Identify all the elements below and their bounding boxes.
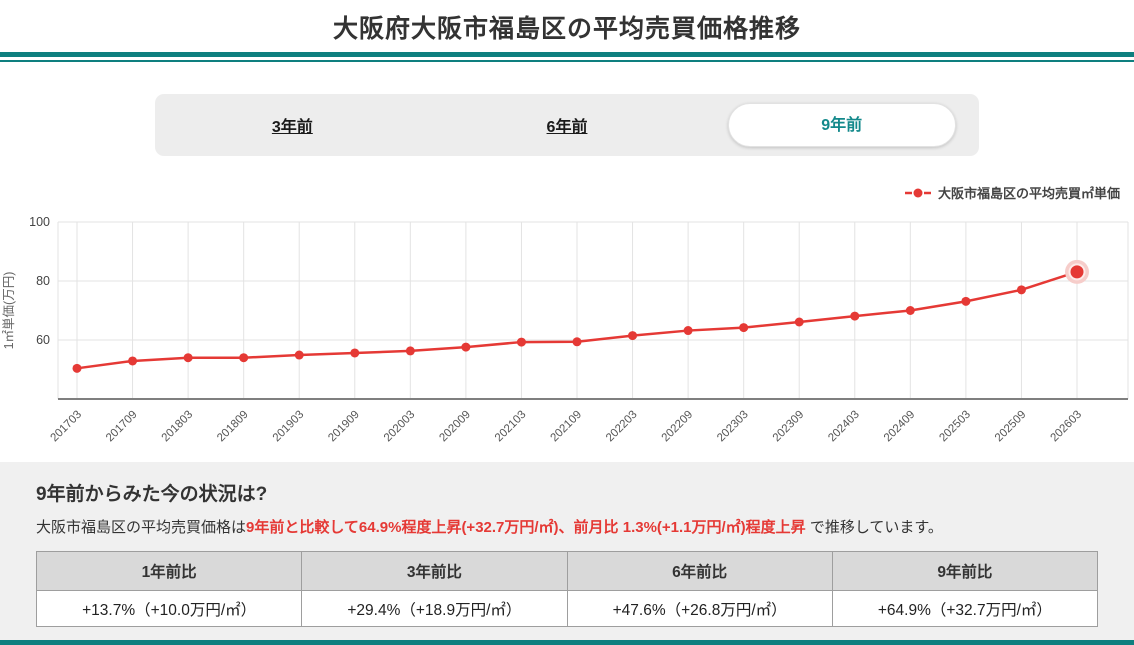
x-axis-tick-label: 202503 (937, 409, 973, 445)
x-axis-tick-label: 202203 (604, 409, 640, 445)
data-point[interactable] (628, 331, 638, 341)
data-point[interactable] (794, 317, 804, 327)
price-line-chart: 60 80 100 1㎡単価(万円) 201703 201709 201803 201809 2… (2, 215, 1129, 445)
data-point[interactable] (239, 353, 249, 363)
y-axis-tick-label: 60 (36, 333, 50, 347)
header-1-year: 1年前比 (35, 551, 303, 591)
chart-legend[interactable]: 大阪市福島区の平均売買㎡単価 (0, 183, 1134, 202)
data-point[interactable] (850, 311, 860, 321)
value-3-year: +29.4%（+18.9万円/㎡） (301, 590, 568, 627)
y-axis-tick-label: 100 (29, 215, 50, 229)
data-point[interactable] (516, 337, 526, 347)
tab-9-years-ago[interactable]: 9年前 (704, 103, 979, 147)
data-point[interactable] (128, 356, 138, 366)
data-point[interactable] (183, 353, 193, 363)
x-axis-tick-label: 202303 (715, 409, 751, 445)
summary-heading: 9年前からみた今の状況は? (36, 484, 268, 505)
data-point[interactable] (961, 296, 971, 306)
legend-marker-icon (904, 188, 931, 197)
tab-3-years-ago[interactable]: 3年前 (155, 113, 430, 137)
data-point[interactable] (905, 306, 915, 315)
x-axis-tick-label: 202309 (771, 409, 807, 445)
period-tabbar: 3年前 6年前 9年前 (155, 94, 979, 156)
summary-text-highlight: 9年前と比較して64.9%程度上昇(+32.7万円/㎡)、前月比 1.3%(+1… (246, 519, 806, 536)
x-axis-tick-label: 202103 (493, 409, 529, 445)
value-1-year: +13.7%（+10.0万円/㎡） (35, 590, 303, 627)
header-divider-thin (0, 60, 1134, 62)
x-axis-tick-label: 202003 (382, 409, 418, 445)
x-axis-tick-label: 202603 (1049, 409, 1085, 445)
header-divider-thick (0, 52, 1134, 57)
x-axis-tick-label: 201703 (49, 409, 85, 445)
x-axis-tick-label: 201909 (326, 409, 362, 445)
x-axis-tick-label: 202509 (993, 409, 1029, 445)
x-axis-tick-label: 201809 (215, 409, 251, 445)
y-axis-tick-label: 80 (36, 274, 50, 288)
tab-3-years-ago-label[interactable]: 3年前 (271, 119, 313, 136)
price-chart-section: 大阪市福島区の平均売買㎡単価 60 80 100 1㎡単価(万円) 201703 2017… (0, 183, 1134, 462)
footer-accent-bar (0, 640, 1134, 645)
data-point[interactable] (294, 350, 304, 360)
data-point-current[interactable] (1070, 265, 1084, 279)
summary-text-prefix: 大阪市福島区の平均売買価格は (36, 519, 247, 536)
data-point[interactable] (350, 348, 360, 358)
data-point[interactable] (405, 346, 415, 356)
tab-9-years-ago-active-pill[interactable]: 9年前 (727, 103, 956, 147)
data-point[interactable] (683, 326, 693, 336)
header-6-year: 6年前比 (566, 551, 833, 591)
comparison-table: 1年前比 3年前比 6年前比 9年前比 +13.7%（+10.0万円/㎡） +2… (35, 551, 1099, 627)
tab-6-years-ago[interactable]: 6年前 (430, 113, 705, 137)
x-axis-tick-label: 202209 (660, 409, 696, 445)
page-title: 大阪府大阪市福島区の平均売買価格推移 (332, 15, 801, 43)
data-point[interactable] (739, 323, 749, 333)
comparison-table-value-row: +13.7%（+10.0万円/㎡） +29.4%（+18.9万円/㎡） +47.… (35, 590, 1099, 627)
data-point[interactable] (1016, 285, 1026, 295)
value-6-year: +47.6%（+26.8万円/㎡） (566, 590, 833, 627)
data-point[interactable] (72, 363, 82, 373)
x-axis-tick-label: 202009 (437, 409, 473, 445)
x-axis-tick-label: 202109 (549, 409, 585, 445)
x-axis-tick-label: 201709 (104, 409, 140, 445)
legend-label: 大阪市福島区の平均売買㎡単価 (937, 186, 1120, 201)
summary-section: 9年前からみた今の状況は? 大阪市福島区の平均売買価格は9年前と比較して64.9… (0, 462, 1134, 640)
tab-6-years-ago-label[interactable]: 6年前 (546, 119, 588, 136)
header-3-year: 3年前比 (301, 551, 568, 591)
summary-text: 大阪市福島区の平均売買価格は9年前と比較して64.9%程度上昇(+32.7万円/… (36, 516, 1098, 537)
y-axis-title: 1㎡単価(万円) (2, 272, 16, 350)
value-9-year: +64.9%（+32.7万円/㎡） (831, 590, 1099, 627)
x-axis-tick-label: 201803 (160, 409, 196, 445)
x-axis-tick-label: 201903 (271, 409, 307, 445)
header-9-year: 9年前比 (831, 551, 1099, 591)
data-point[interactable] (572, 337, 582, 347)
x-axis-tick-label: 202403 (826, 409, 862, 445)
comparison-table-header-row: 1年前比 3年前比 6年前比 9年前比 (35, 551, 1099, 591)
summary-text-suffix: で推移しています。 (805, 519, 943, 536)
data-point[interactable] (461, 342, 471, 352)
x-axis-tick-label: 202409 (882, 409, 918, 445)
